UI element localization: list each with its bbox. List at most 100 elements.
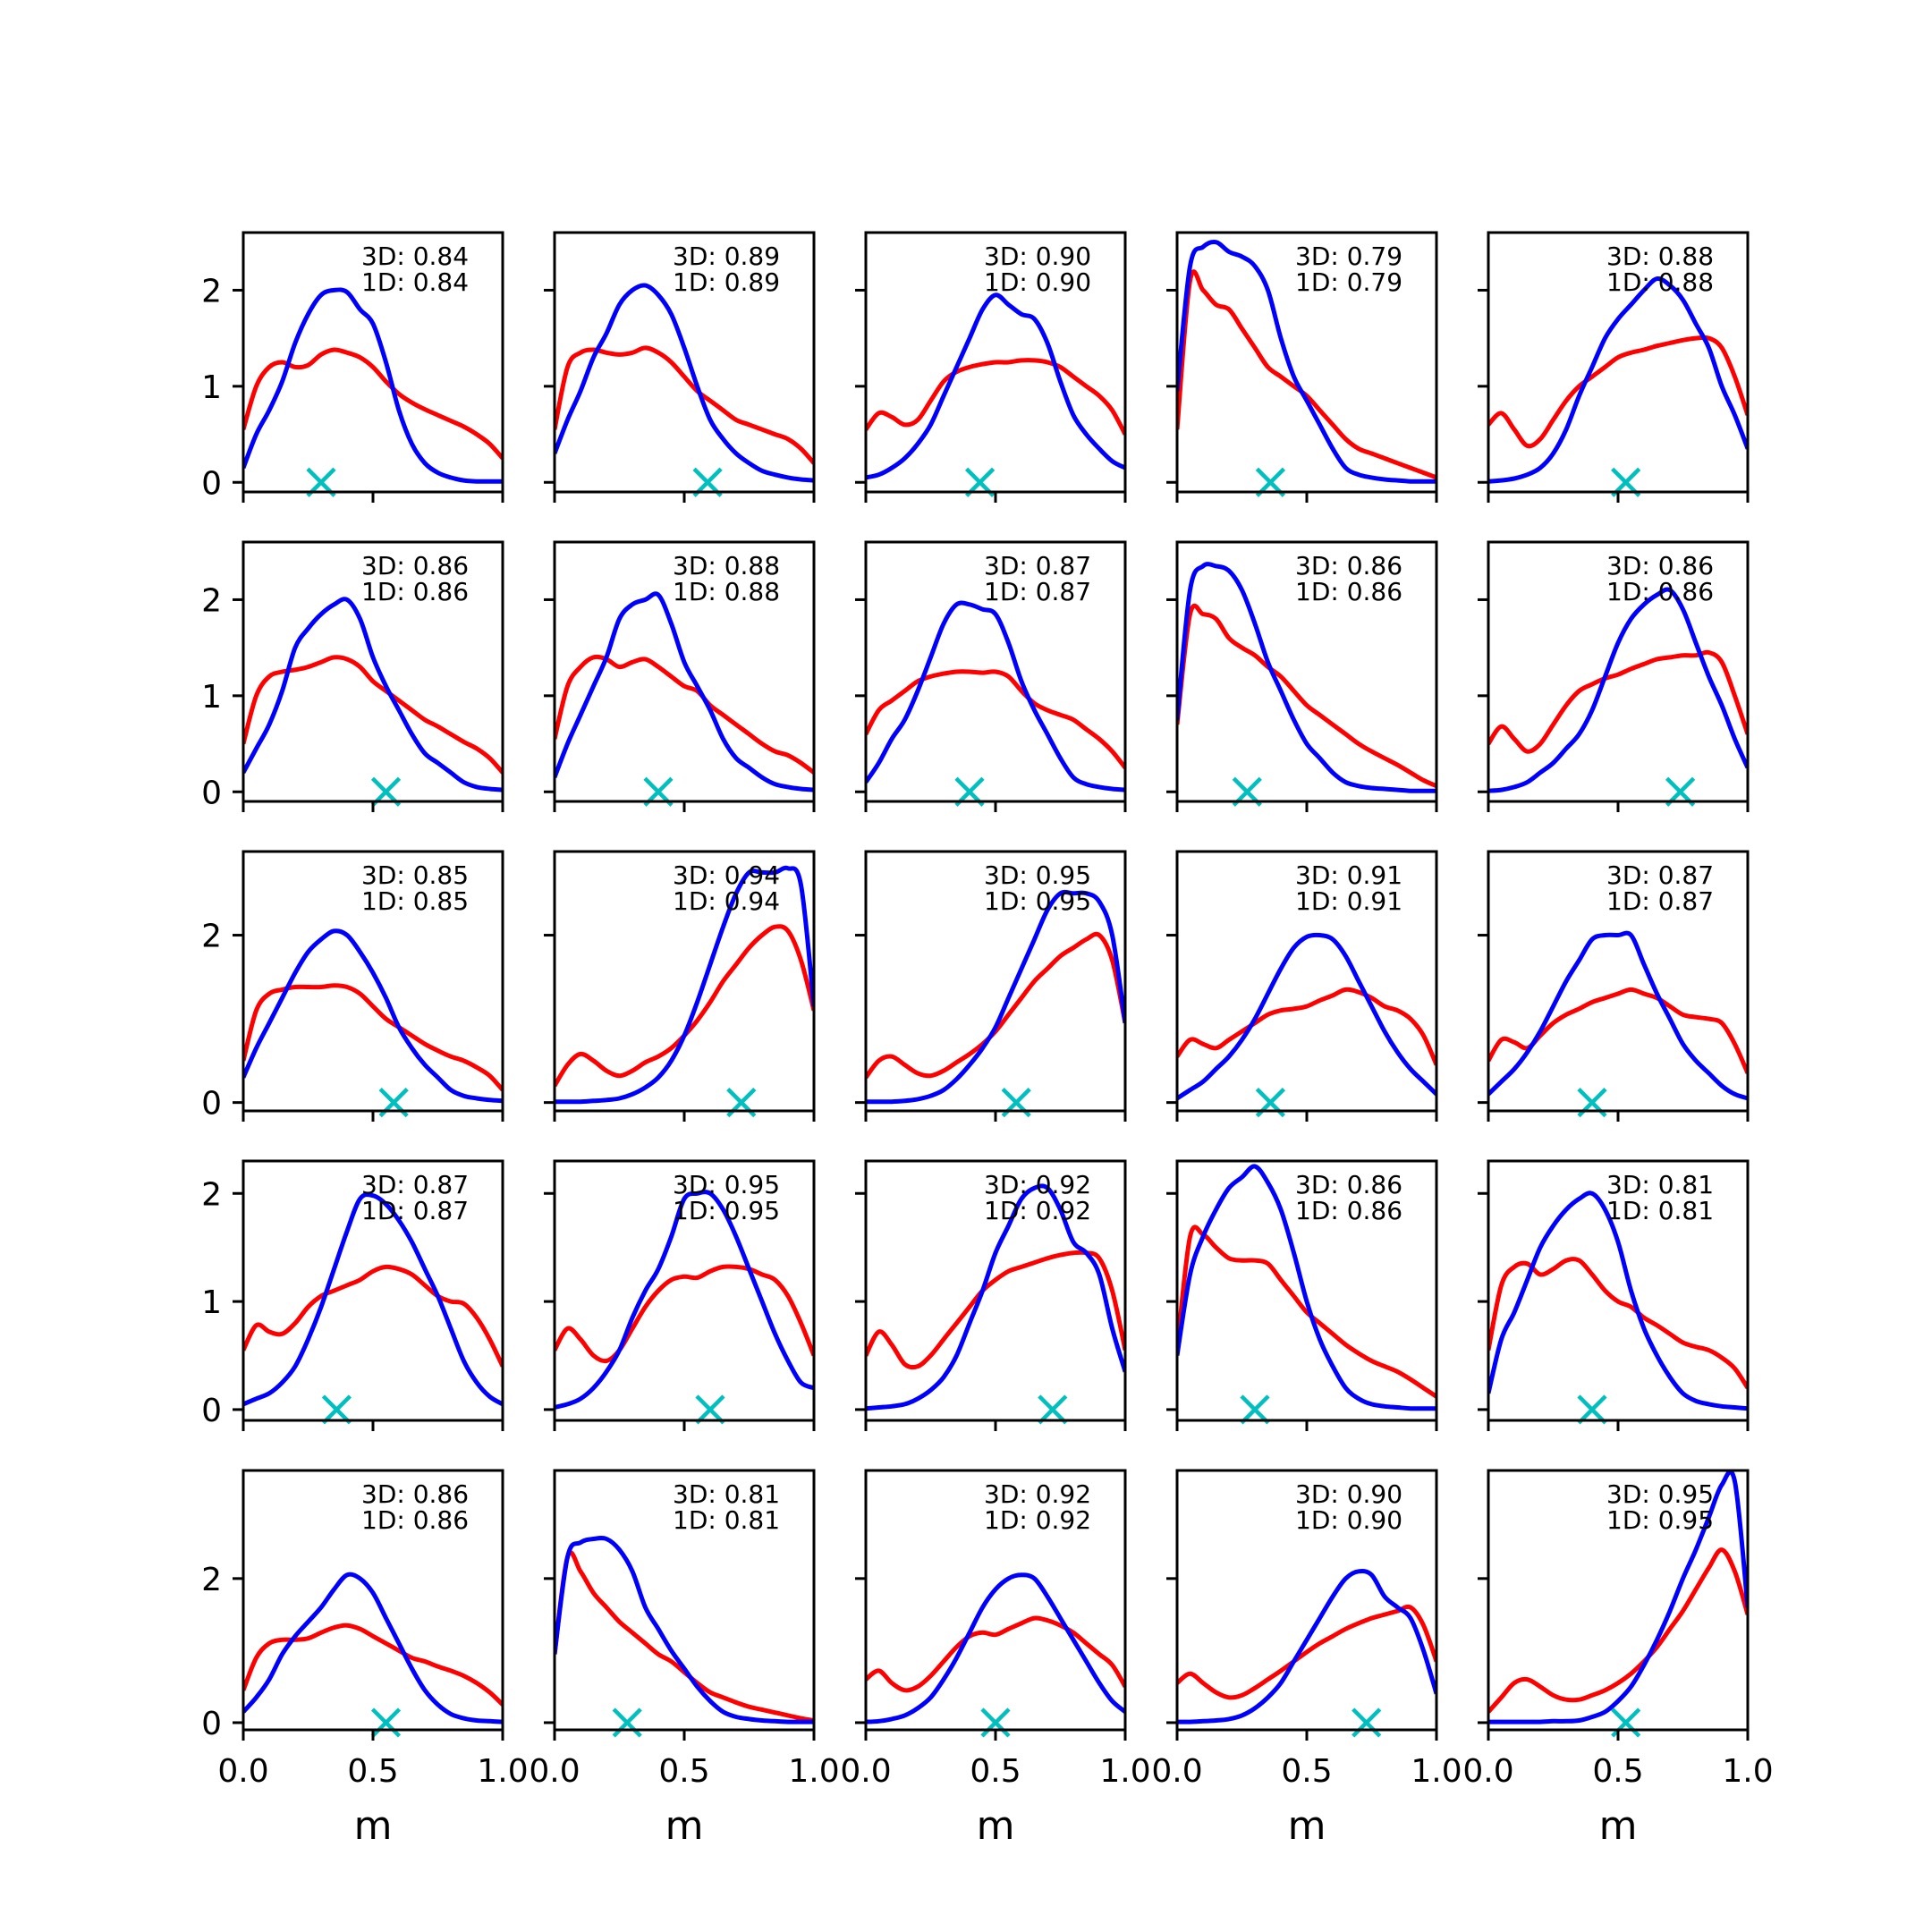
annotation-1d: 1D: 0.79 <box>1295 267 1402 297</box>
annotation-3d: 3D: 0.91 <box>1295 860 1402 890</box>
annotation-3d: 3D: 0.86 <box>1606 551 1714 580</box>
annotation-3d: 3D: 0.95 <box>673 1170 780 1199</box>
series-red-line <box>243 1264 503 1368</box>
x-tick-label: 0.5 <box>970 1753 1021 1790</box>
annotation-3d: 3D: 0.89 <box>673 242 780 271</box>
series-blue-line <box>1488 1470 1748 1724</box>
x-tick-label: 0.0 <box>529 1753 580 1790</box>
annotation-1d: 1D: 0.81 <box>673 1505 780 1535</box>
series-blue-line <box>555 1535 814 1724</box>
x-tick-label: 1.0 <box>1722 1753 1773 1790</box>
annotation-3d: 3D: 0.95 <box>984 860 1091 890</box>
annotation-3d: 3D: 0.90 <box>1295 1479 1402 1509</box>
annotation-1d: 1D: 0.84 <box>361 267 469 297</box>
x-axis-label: m <box>665 1803 704 1849</box>
series-blue-line <box>243 287 503 484</box>
annotation-3d: 3D: 0.86 <box>361 551 469 580</box>
series-red-line <box>866 1615 1125 1693</box>
x-tick-label: 0.0 <box>840 1753 891 1790</box>
series-blue-line <box>1488 930 1748 1101</box>
annotation-3d: 3D: 0.95 <box>1606 1479 1714 1509</box>
annotation-1d: 1D: 0.92 <box>984 1505 1091 1535</box>
series-blue-line <box>243 597 503 792</box>
x-axis-label: m <box>1599 1803 1638 1849</box>
x-marker <box>1577 1394 1607 1425</box>
series-red-line <box>1177 603 1436 789</box>
x-tick-label: 1.0 <box>477 1753 528 1790</box>
x-tick-label: 0.5 <box>1281 1753 1332 1790</box>
x-axis-label: m <box>354 1803 393 1849</box>
annotation-3d: 3D: 0.86 <box>1295 1170 1402 1199</box>
x-tick-label: 1.0 <box>788 1753 839 1790</box>
annotation-3d: 3D: 0.79 <box>1295 242 1402 271</box>
y-tick-label: 2 <box>201 582 222 619</box>
series-blue-line <box>1177 239 1436 484</box>
series-red-line <box>866 669 1125 769</box>
annotation-3d: 3D: 0.86 <box>1295 551 1402 580</box>
series-blue-line <box>243 1572 503 1724</box>
x-tick-label: 0.0 <box>217 1753 268 1790</box>
x-marker <box>695 1394 725 1425</box>
y-tick-label: 0 <box>201 1706 222 1742</box>
x-axis-label: m <box>1288 1803 1326 1849</box>
annotation-3d: 3D: 0.92 <box>984 1479 1091 1509</box>
series-red-line <box>1488 1257 1748 1390</box>
series-red-line <box>1488 649 1748 754</box>
series-blue-line <box>866 1183 1125 1411</box>
annotation-3d: 3D: 0.86 <box>361 1479 469 1509</box>
series-red-line <box>1488 1547 1748 1714</box>
series-blue-line <box>866 600 1125 792</box>
series-red-line <box>1177 1224 1436 1399</box>
annotation-3d: 3D: 0.94 <box>673 860 780 890</box>
annotation-1d: 1D: 0.91 <box>1295 886 1402 916</box>
y-tick-label: 1 <box>201 1284 222 1321</box>
y-tick-label: 1 <box>201 679 222 716</box>
series-blue-line <box>243 928 503 1104</box>
series-blue-line <box>866 1572 1125 1724</box>
y-tick-label: 2 <box>201 919 222 955</box>
x-tick-label: 0.0 <box>1151 1753 1202 1790</box>
annotation-1d: 1D: 0.95 <box>673 1196 780 1225</box>
x-marker <box>1352 1707 1382 1738</box>
annotation-1d: 1D: 0.86 <box>361 1505 469 1535</box>
series-blue-line <box>1177 1164 1436 1411</box>
x-tick-label: 1.0 <box>1411 1753 1462 1790</box>
x-marker <box>1240 1394 1270 1425</box>
series-red-line <box>1177 1604 1436 1700</box>
series-blue-line <box>1488 1191 1748 1411</box>
series-red-line <box>866 358 1125 436</box>
annotation-1d: 1D: 0.89 <box>673 267 780 297</box>
annotation-1d: 1D: 0.88 <box>1606 267 1714 297</box>
y-tick-label: 0 <box>201 465 222 502</box>
x-tick-label: 0.5 <box>658 1753 709 1790</box>
annotation-1d: 1D: 0.90 <box>984 267 1091 297</box>
x-marker <box>1038 1394 1068 1425</box>
annotation-1d: 1D: 0.88 <box>673 577 780 606</box>
series-red-line <box>243 347 503 461</box>
series-blue-line <box>1177 1568 1436 1724</box>
series-blue-line <box>1177 932 1436 1101</box>
annotation-1d: 1D: 0.95 <box>984 886 1091 916</box>
x-tick-label: 0.0 <box>1462 1753 1513 1790</box>
series-blue-line <box>555 591 814 792</box>
x-marker <box>370 1707 402 1738</box>
annotation-3d: 3D: 0.87 <box>361 1170 469 1199</box>
annotation-1d: 1D: 0.87 <box>984 577 1091 606</box>
annotation-1d: 1D: 0.81 <box>1606 1196 1714 1225</box>
